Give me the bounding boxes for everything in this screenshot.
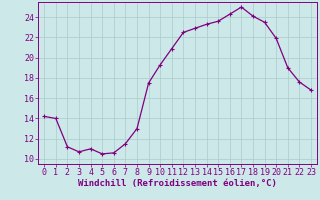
X-axis label: Windchill (Refroidissement éolien,°C): Windchill (Refroidissement éolien,°C) (78, 179, 277, 188)
